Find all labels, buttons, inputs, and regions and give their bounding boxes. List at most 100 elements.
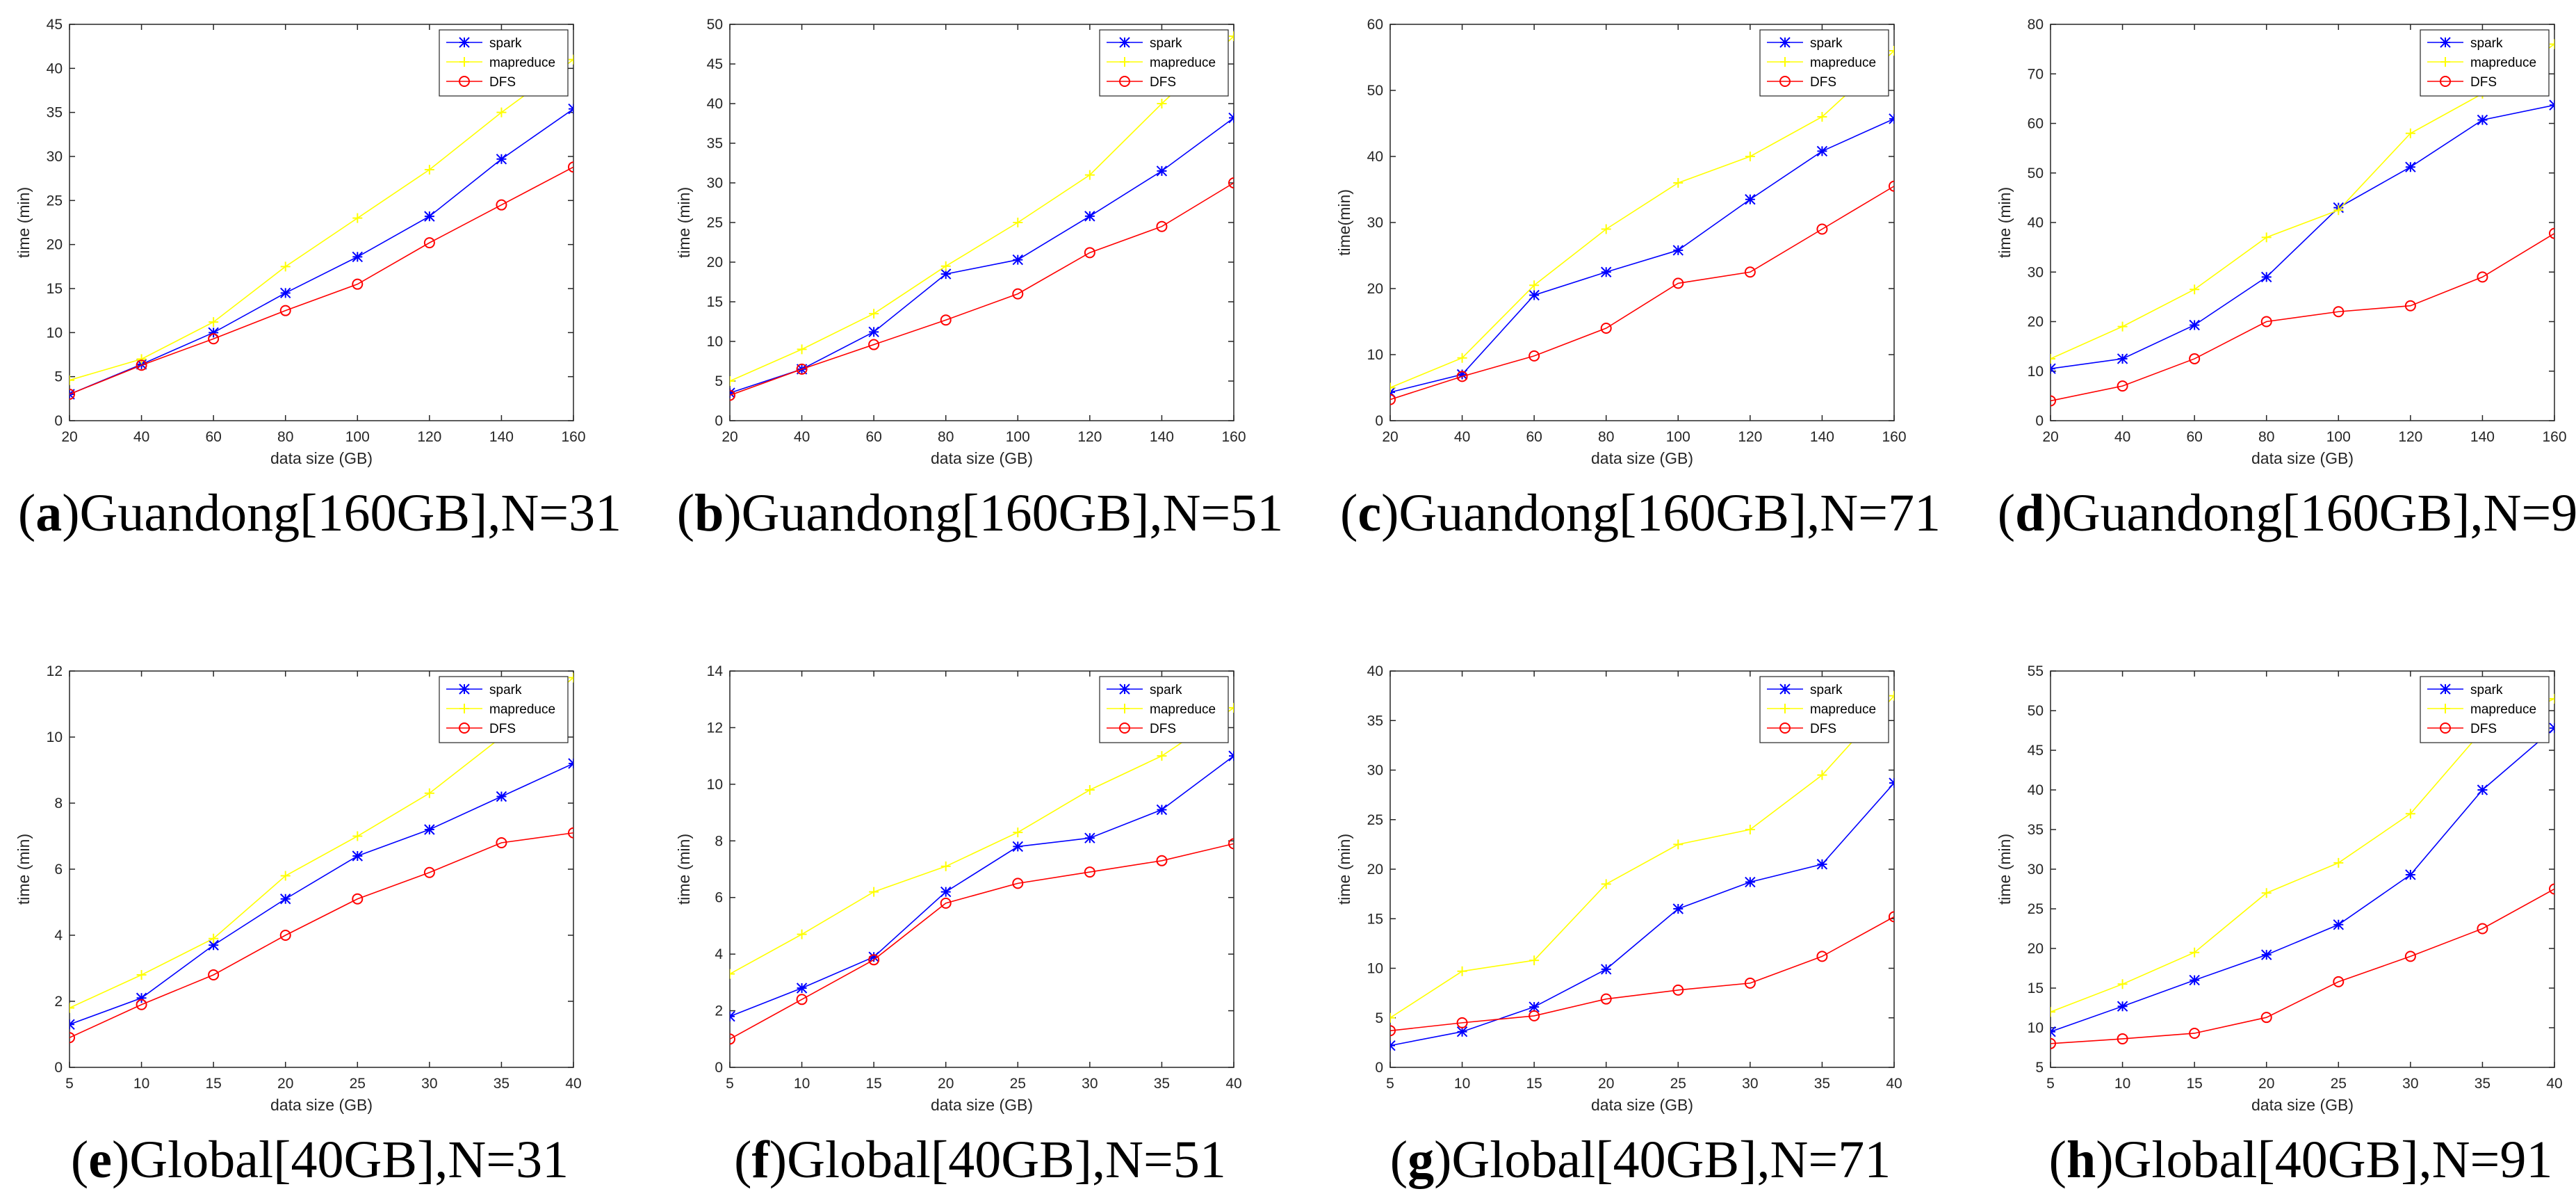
data-point-DFS-160	[2549, 227, 2554, 239]
data-point-mapreduce-80	[940, 261, 951, 271]
data-point-DFS-10	[2117, 1033, 2128, 1044]
subfigure-letter: h	[2066, 1131, 2096, 1189]
data-point-mapreduce-20	[2051, 353, 2055, 364]
x-tick-label: 25	[2331, 1076, 2347, 1092]
x-tick-label: 100	[1666, 429, 1690, 445]
data-point-spark-5	[1390, 1040, 1396, 1051]
data-point-spark-80	[280, 287, 291, 299]
data-point-spark-10	[2117, 1001, 2128, 1012]
y-tick-label: 30	[707, 175, 723, 191]
legend-marker-spark	[1779, 37, 1791, 48]
legend-marker-spark	[2440, 37, 2451, 48]
x-tick-label: 120	[417, 429, 441, 445]
data-point-spark-10	[796, 983, 808, 994]
data-point-spark-160	[1228, 112, 1234, 124]
data-point-DFS-80	[1600, 323, 1612, 334]
x-tick-label: 35	[494, 1076, 510, 1092]
y-tick-label: 40	[1367, 663, 1383, 679]
x-axis-label: data size (GB)	[931, 1096, 1033, 1114]
legend-item-DFS: DFS	[1107, 75, 1176, 90]
y-tick-label: 45	[2028, 743, 2044, 759]
legend-item-mapreduce: mapreduce	[1107, 702, 1216, 717]
data-point-spark-40	[568, 758, 573, 769]
data-point-spark-20	[1601, 964, 1612, 975]
y-tick-label: 40	[707, 96, 723, 112]
data-point-mapreduce-40	[569, 672, 573, 683]
data-point-mapreduce-25	[2333, 857, 2344, 868]
data-point-mapreduce-5	[70, 1003, 74, 1013]
y-tick-label: 30	[47, 149, 63, 165]
series-layer	[730, 31, 1234, 401]
data-point-mapreduce-25	[1013, 827, 1023, 838]
data-point-spark-15	[1529, 1001, 1540, 1012]
legend-marker-DFS	[1119, 722, 1130, 734]
legend-item-DFS: DFS	[446, 75, 516, 90]
x-axis-label: data size (GB)	[1591, 449, 1693, 467]
y-tick-label: 0	[2035, 413, 2044, 429]
data-point-DFS-40	[1889, 911, 1894, 923]
x-tick-label: 80	[938, 429, 954, 445]
data-point-DFS-15	[2189, 1027, 2201, 1039]
data-point-spark-10	[136, 992, 147, 1003]
y-tick-label: 20	[47, 237, 63, 253]
y-tick-label: 0	[715, 1060, 723, 1076]
series-line-DFS	[70, 166, 573, 395]
data-point-mapreduce-20	[1390, 382, 1395, 393]
legend-item-spark: spark	[2427, 683, 2503, 697]
data-point-DFS-160	[568, 161, 573, 173]
y-tick-label: 50	[2028, 703, 2044, 719]
x-axis-label: data size (GB)	[270, 1096, 373, 1114]
y-tick-label: 40	[1367, 149, 1383, 165]
data-point-mapreduce-35	[1817, 770, 1827, 780]
legend: spark mapreduce DFS	[2420, 676, 2550, 743]
series-line-DFS	[730, 843, 1234, 1040]
legend-marker-spark	[2440, 684, 2451, 695]
data-point-DFS-120	[1744, 266, 1756, 278]
x-tick-label: 25	[1670, 1076, 1686, 1092]
legend-marker-mapreduce	[2440, 57, 2450, 67]
data-point-DFS-20	[940, 897, 952, 909]
data-point-mapreduce-160	[1229, 31, 1234, 42]
y-tick-label: 55	[2028, 663, 2044, 679]
data-point-mapreduce-20	[2261, 888, 2272, 898]
legend: spark mapreduce DFS	[1099, 29, 1229, 97]
y-axis-label: time (min)	[15, 187, 33, 258]
data-point-mapreduce-60	[869, 309, 879, 319]
data-point-mapreduce-140	[1817, 112, 1827, 122]
y-tick-label: 14	[707, 663, 724, 679]
data-point-DFS-100	[2333, 306, 2345, 318]
y-tick-label: 40	[2028, 215, 2044, 231]
x-tick-label: 40	[2114, 429, 2130, 445]
subfigure-letter: f	[751, 1131, 769, 1189]
data-point-DFS-140	[2477, 271, 2488, 283]
line-chart-a: 0 5 10 15 20 25 30 35 40 45 20 40 60 80 100 120 140 160 da…	[15, 17, 586, 467]
data-point-spark-40	[1889, 777, 1894, 789]
legend-marker-mapreduce	[1120, 704, 1130, 713]
data-point-DFS-15	[868, 954, 880, 966]
data-point-DFS-60	[2189, 353, 2201, 364]
subfigure-caption: (d)Guandong[160GB],N=91	[1981, 487, 2576, 540]
data-point-spark-80	[1601, 266, 1612, 277]
legend-marker-spark	[459, 37, 470, 48]
x-axis-label: data size (GB)	[1591, 1096, 1693, 1114]
y-tick-label: 10	[47, 729, 63, 745]
data-point-spark-35	[1816, 859, 1828, 870]
data-point-spark-140	[496, 154, 507, 165]
x-tick-label: 40	[2546, 1076, 2562, 1092]
y-axis-label: time (min)	[1996, 187, 2014, 258]
y-tick-label: 60	[2028, 116, 2044, 132]
chart-panel-a: 0 5 10 15 20 25 30 35 40 45 20 40 60 80 100 120 140 160 da…	[0, 0, 639, 542]
data-point-DFS-40	[796, 363, 808, 375]
x-tick-label: 5	[65, 1076, 74, 1092]
data-point-DFS-60	[868, 339, 880, 350]
x-tick-label: 120	[1077, 429, 1102, 445]
subfigure-label: Global[40GB],N=91	[2113, 1131, 2553, 1189]
legend-label: mapreduce	[489, 56, 555, 70]
data-point-mapreduce-120	[424, 165, 434, 175]
data-point-DFS-120	[423, 237, 435, 249]
y-tick-label: 10	[707, 777, 723, 793]
y-tick-label: 8	[715, 833, 723, 849]
y-tick-label: 45	[47, 17, 63, 33]
legend-label: spark	[1150, 36, 1182, 51]
